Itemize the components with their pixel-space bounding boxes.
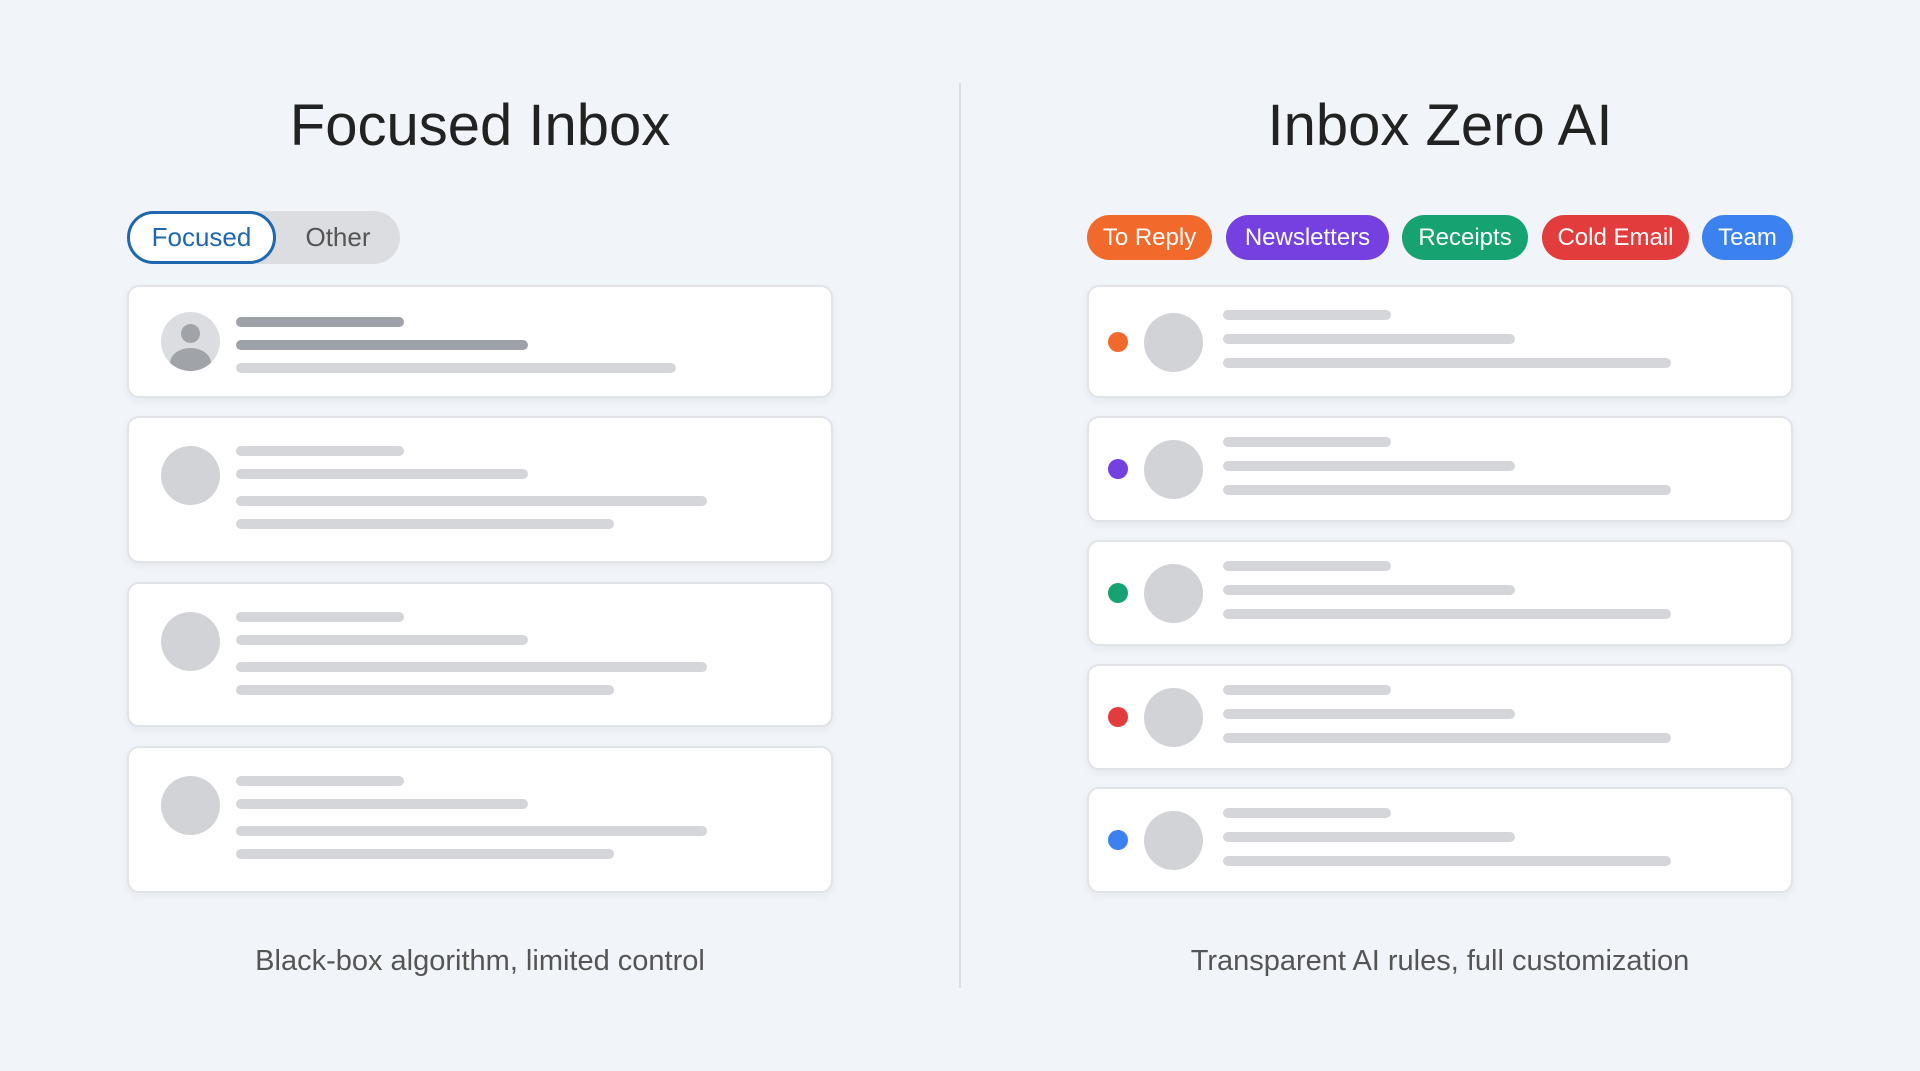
category-dot-icon — [1108, 707, 1128, 727]
placeholder-line — [236, 496, 707, 506]
placeholder-line — [236, 612, 404, 622]
left-caption: Black-box algorithm, limited control — [255, 945, 705, 977]
placeholder-line — [236, 849, 614, 859]
avatar-body — [170, 348, 211, 371]
right-caption: Transparent AI rules, full customization — [1190, 945, 1690, 977]
placeholder-line — [1223, 437, 1391, 447]
email-card[interactable] — [127, 582, 833, 727]
placeholder-line — [1223, 585, 1515, 595]
category-dot-icon — [1108, 830, 1128, 850]
email-card[interactable] — [1087, 540, 1793, 646]
right-title: Inbox Zero AI — [1267, 93, 1613, 158]
email-card[interactable] — [127, 416, 833, 563]
focused-other-toggle: Focused Other — [127, 211, 400, 264]
placeholder-line — [236, 317, 404, 327]
placeholder-line — [236, 635, 528, 645]
placeholder-line — [1223, 733, 1671, 743]
placeholder-line — [1223, 685, 1391, 695]
avatar — [161, 446, 220, 505]
left-title: Focused Inbox — [289, 93, 671, 158]
category-dot-icon — [1108, 331, 1128, 352]
avatar — [161, 612, 220, 671]
avatar — [1144, 688, 1203, 747]
email-card[interactable] — [1087, 285, 1793, 398]
placeholder-line — [1223, 609, 1671, 619]
tab-other[interactable]: Other — [305, 222, 371, 252]
tag-cold-email[interactable]: Cold Email — [1542, 215, 1689, 260]
placeholder-line — [236, 519, 614, 529]
tag-to-reply[interactable]: To Reply — [1087, 215, 1212, 260]
placeholder-line — [236, 685, 614, 695]
tag-team[interactable]: Team — [1702, 215, 1793, 260]
placeholder-line — [236, 776, 404, 786]
category-dot-icon — [1108, 459, 1128, 479]
placeholder-line — [1223, 485, 1671, 495]
placeholder-line — [236, 469, 528, 479]
placeholder-line — [1223, 561, 1391, 571]
avatar — [161, 776, 220, 835]
tab-focused[interactable]: Focused — [127, 211, 276, 264]
avatar — [1144, 811, 1203, 870]
avatar-person-icon — [161, 312, 220, 371]
placeholder-line — [236, 340, 528, 350]
email-card[interactable] — [127, 285, 833, 398]
placeholder-line — [1223, 333, 1515, 344]
category-dot-icon — [1108, 583, 1128, 603]
divider — [959, 83, 961, 988]
email-card[interactable] — [127, 746, 833, 893]
avatar — [1144, 440, 1203, 499]
email-card[interactable] — [1087, 664, 1793, 770]
placeholder-line — [236, 799, 528, 809]
placeholder-line — [236, 363, 676, 373]
placeholder-line — [236, 826, 707, 836]
placeholder-line — [1223, 309, 1391, 320]
email-card[interactable] — [1087, 787, 1793, 893]
tag-receipts[interactable]: Receipts — [1402, 215, 1528, 260]
placeholder-line — [1223, 832, 1515, 842]
email-card[interactable] — [1087, 416, 1793, 522]
placeholder-line — [1223, 856, 1671, 866]
placeholder-line — [1223, 461, 1515, 471]
placeholder-line — [236, 662, 707, 672]
avatar — [1144, 564, 1203, 623]
placeholder-line — [236, 446, 404, 456]
avatar-head — [181, 324, 200, 343]
placeholder-line — [1223, 709, 1515, 719]
avatar — [1144, 312, 1203, 372]
placeholder-line — [1223, 808, 1391, 818]
placeholder-line — [1223, 357, 1671, 368]
tag-newsletters[interactable]: Newsletters — [1226, 215, 1389, 260]
